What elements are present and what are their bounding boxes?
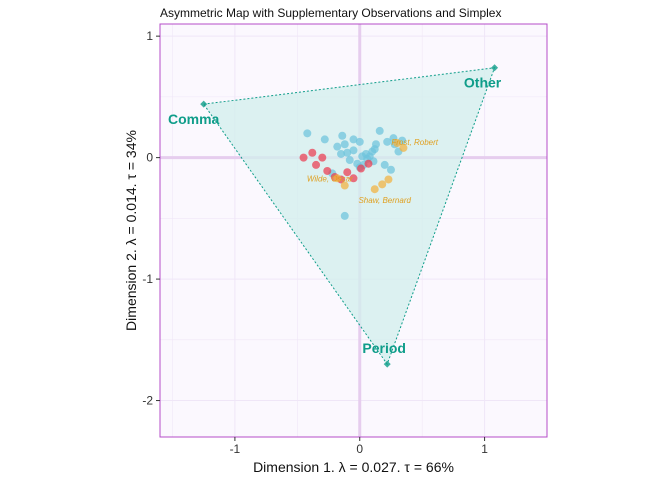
data-point bbox=[320, 135, 329, 144]
data-point bbox=[333, 174, 342, 183]
y-tick-label: -2 bbox=[142, 394, 153, 408]
data-point bbox=[375, 126, 384, 135]
data-point bbox=[383, 137, 392, 146]
data-point bbox=[349, 146, 358, 155]
observation-label: Shaw, Bernard bbox=[358, 196, 411, 205]
data-point bbox=[378, 180, 387, 189]
data-point bbox=[399, 143, 408, 152]
data-point bbox=[340, 211, 349, 220]
y-tick-label: -1 bbox=[142, 272, 153, 286]
simplex-vertex-marker bbox=[491, 64, 499, 72]
simplex-vertex-labels: Comma Other Period bbox=[168, 75, 502, 356]
data-point bbox=[312, 160, 321, 169]
data-point bbox=[355, 137, 364, 146]
x-tick-label: 1 bbox=[481, 442, 488, 456]
data-point bbox=[343, 168, 352, 177]
simplex-polygon bbox=[202, 67, 496, 366]
data-point bbox=[299, 153, 308, 162]
data-point bbox=[338, 131, 347, 140]
simplex-vertex-marker bbox=[200, 100, 208, 108]
data-point bbox=[345, 156, 354, 165]
data-point bbox=[340, 140, 349, 149]
data-point bbox=[323, 166, 332, 175]
y-tick-label: 0 bbox=[146, 151, 153, 165]
y-axis-title: Dimension 2. λ = 0.014. τ = 34% bbox=[123, 130, 139, 331]
data-point bbox=[343, 148, 352, 157]
data-point bbox=[386, 165, 395, 174]
simplex-triangle bbox=[200, 64, 499, 368]
x-axis-title: Dimension 1. λ = 0.027. τ = 66% bbox=[253, 459, 454, 475]
simplex-vertex-label: Period bbox=[362, 340, 406, 356]
simplex-vertex-label: Comma bbox=[168, 111, 220, 127]
x-tick-label: -1 bbox=[230, 442, 241, 456]
simplex-vertex-marker bbox=[383, 360, 391, 368]
data-point bbox=[380, 160, 389, 169]
data-point bbox=[384, 175, 393, 184]
data-point bbox=[318, 153, 327, 162]
data-point bbox=[340, 181, 349, 190]
plot-panel-border bbox=[159, 23, 548, 438]
data-point bbox=[364, 159, 373, 168]
data-point bbox=[371, 140, 380, 149]
data-point bbox=[370, 185, 379, 194]
observation-label: Wilde, Oscar bbox=[307, 174, 353, 183]
y-tick-label: 1 bbox=[146, 29, 153, 43]
data-point bbox=[308, 148, 317, 157]
data-point bbox=[356, 164, 365, 173]
simplex-vertex-label: Other bbox=[464, 75, 502, 91]
x-tick-label: 0 bbox=[356, 442, 363, 456]
y-axis-ticks: -2 -1 0 1 bbox=[142, 29, 160, 408]
data-point bbox=[393, 139, 402, 148]
data-point bbox=[303, 129, 312, 138]
x-axis-ticks: -1 0 1 bbox=[230, 437, 488, 456]
observation-label: Frost, Robert bbox=[391, 138, 438, 147]
data-point bbox=[333, 142, 342, 151]
data-point bbox=[349, 135, 358, 144]
observation-points bbox=[299, 126, 408, 220]
chart-title: Asymmetric Map with Supplementary Observ… bbox=[160, 6, 501, 20]
observation-labels: Frost, Robert Wilde, Oscar Shaw, Bernard bbox=[307, 138, 439, 205]
data-point bbox=[349, 174, 358, 183]
data-point bbox=[337, 149, 346, 158]
